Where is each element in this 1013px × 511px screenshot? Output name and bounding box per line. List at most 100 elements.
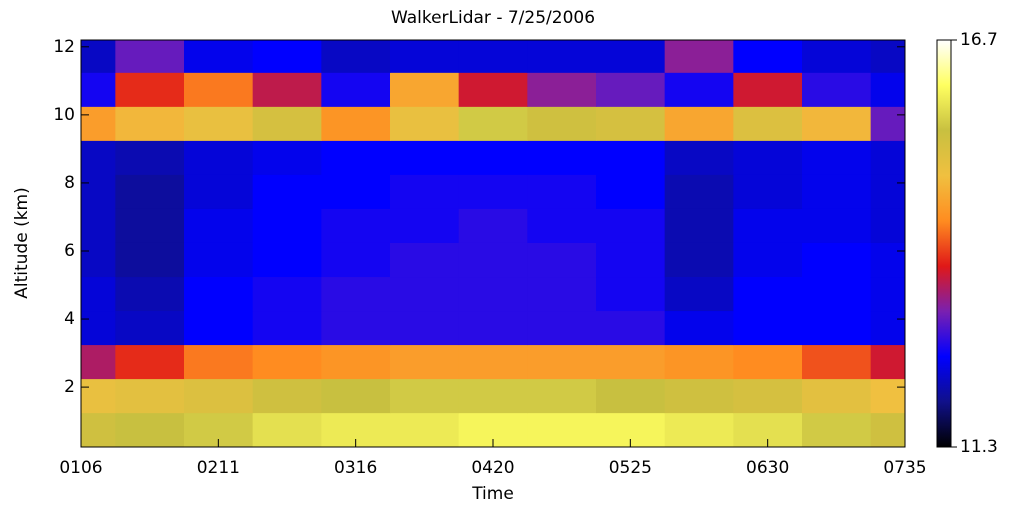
heat-cell <box>115 276 185 312</box>
heat-cell <box>527 344 597 380</box>
heat-cell <box>664 174 734 209</box>
heat-cell <box>870 412 905 447</box>
heat-cell <box>870 344 905 380</box>
chart-title: WalkerLidar - 7/25/2006 <box>391 8 595 28</box>
heat-cell <box>458 72 528 107</box>
x-tick-label: 0211 <box>197 458 240 478</box>
heat-cell <box>733 140 803 175</box>
heat-cell <box>802 208 872 243</box>
heat-cell <box>184 344 254 380</box>
heat-cell <box>390 276 460 312</box>
heat-cell <box>81 344 116 380</box>
heat-cell <box>870 276 905 312</box>
heat-cell <box>321 106 391 141</box>
heat-cell <box>321 40 391 73</box>
heat-cell <box>870 174 905 209</box>
heat-cell <box>527 310 597 346</box>
heat-cell <box>527 40 597 73</box>
heat-cell <box>184 208 254 243</box>
heat-cell <box>81 276 116 312</box>
heat-cell <box>390 106 460 141</box>
heat-cell <box>596 72 666 107</box>
heat-cell <box>870 72 905 107</box>
heat-cell <box>664 40 734 73</box>
heat-cell <box>458 242 528 278</box>
heat-cell <box>596 310 666 346</box>
heat-cell <box>733 242 803 278</box>
heat-cell <box>664 72 734 107</box>
heat-cell <box>321 72 391 107</box>
heat-cell <box>390 72 460 107</box>
heat-cell <box>664 106 734 141</box>
heat-cell <box>733 344 803 380</box>
heat-cell <box>596 344 666 380</box>
heat-cell <box>527 174 597 209</box>
y-tick-label: 12 <box>53 37 75 57</box>
heat-cell <box>321 140 391 175</box>
heat-cell <box>321 208 391 243</box>
heat-cell <box>664 344 734 380</box>
heat-cell <box>184 378 254 414</box>
heat-cell <box>527 140 597 175</box>
heat-cell <box>321 310 391 346</box>
heat-cell <box>321 276 391 312</box>
heat-cell <box>527 106 597 141</box>
heat-cell <box>184 40 254 73</box>
heat-cell <box>527 72 597 107</box>
heat-cell <box>664 412 734 447</box>
heat-cell <box>115 40 185 73</box>
heat-cell <box>870 40 905 73</box>
heat-cell <box>81 242 116 278</box>
heat-cell <box>321 378 391 414</box>
y-axis-label: Altitude (km) <box>12 187 32 299</box>
heat-cell <box>733 310 803 346</box>
heat-cell <box>390 242 460 278</box>
heatmap <box>81 40 905 447</box>
heat-cell <box>733 106 803 141</box>
x-tick-label: 0316 <box>334 458 377 478</box>
heat-cell <box>802 140 872 175</box>
heat-cell <box>596 208 666 243</box>
heat-cell <box>802 106 872 141</box>
heat-cell <box>321 242 391 278</box>
heat-cell <box>733 40 803 73</box>
heat-cell <box>184 140 254 175</box>
y-tick-label: 10 <box>53 105 75 125</box>
heat-cell <box>81 174 116 209</box>
heat-cell <box>733 276 803 312</box>
heat-cell <box>458 174 528 209</box>
heat-cell <box>870 208 905 243</box>
heat-cell <box>81 208 116 243</box>
heat-cell <box>115 242 185 278</box>
heat-cell <box>390 310 460 346</box>
heat-cell <box>252 140 322 175</box>
heat-cell <box>458 208 528 243</box>
heat-cell <box>596 174 666 209</box>
heat-cell <box>664 378 734 414</box>
heat-cell <box>596 276 666 312</box>
heat-cell <box>252 310 322 346</box>
heat-cell <box>81 140 116 175</box>
heat-cell <box>390 40 460 73</box>
heat-cell <box>664 276 734 312</box>
heat-cell <box>390 344 460 380</box>
heat-cell <box>733 72 803 107</box>
y-tick-label: 8 <box>64 173 75 193</box>
heat-cell <box>802 72 872 107</box>
heat-cell <box>115 72 185 107</box>
heat-cell <box>664 310 734 346</box>
heat-cell <box>527 378 597 414</box>
heat-cell <box>81 106 116 141</box>
y-tick-label: 2 <box>64 377 75 397</box>
heat-cell <box>458 40 528 73</box>
y-tick-label: 4 <box>64 309 75 329</box>
heat-cell <box>252 344 322 380</box>
x-tick-label: 0106 <box>59 458 102 478</box>
colorbar-tick-label: 11.3 <box>960 437 998 457</box>
heat-cell <box>184 310 254 346</box>
heat-cell <box>802 378 872 414</box>
heat-cell <box>458 140 528 175</box>
heat-cell <box>390 208 460 243</box>
x-tick-label: 0630 <box>746 458 789 478</box>
